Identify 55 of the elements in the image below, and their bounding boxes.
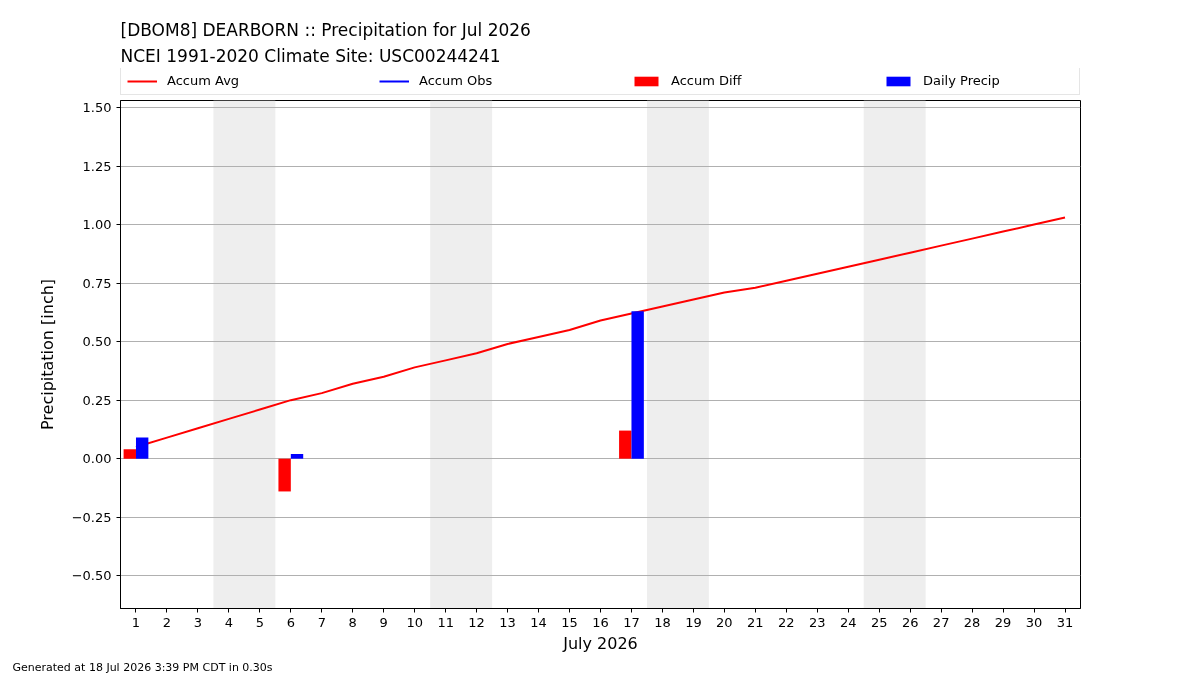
- x-tick-label: 16: [592, 614, 609, 630]
- x-tick-label: 2: [162, 614, 172, 630]
- x-tick-label: 14: [530, 614, 547, 630]
- x-tick-label: 24: [839, 614, 857, 630]
- x-tick-label: 10: [406, 614, 423, 630]
- x-tick-label: 1: [131, 614, 141, 630]
- bar: [278, 458, 291, 492]
- y-tick-label: 0.50: [82, 334, 112, 350]
- x-tick-label: 21: [747, 614, 764, 630]
- legend-label: Accum Diff: [671, 73, 743, 88]
- bar: [123, 449, 136, 459]
- x-tick-label: 26: [901, 614, 919, 630]
- chart-subtitle: NCEI 1991-2020 Climate Site: USC00244241: [120, 45, 501, 66]
- y-axis-title: Precipitation [inch]: [37, 278, 57, 431]
- x-tick-label: 13: [499, 614, 516, 630]
- legend-label: Accum Avg: [167, 73, 241, 88]
- x-tick-label: 5: [255, 614, 264, 630]
- y-tick-label: 1.00: [82, 217, 112, 233]
- x-tick-label: 31: [1056, 614, 1074, 630]
- text: Generated at 18 Jul 2026 3:39 PM CDT in 0.30s: [12, 660, 273, 674]
- x-tick-label: 17: [623, 614, 640, 630]
- x-tick-label: 7: [317, 614, 326, 630]
- y-tick-label: −0.25: [71, 509, 112, 525]
- y-tick-label: 0.75: [82, 275, 112, 291]
- x-axis-title: July 2026: [562, 633, 638, 653]
- x-tick-label: 25: [870, 614, 888, 630]
- bar: [290, 453, 304, 459]
- x-tick-label: 8: [348, 614, 357, 630]
- x-tick-label: 12: [468, 614, 485, 630]
- x-tick-label: 15: [561, 614, 578, 630]
- legend-label: Daily Precip: [923, 73, 1001, 88]
- x-tick-label: 28: [963, 614, 981, 630]
- y-tick-label: 1.25: [82, 158, 112, 174]
- bar: [619, 430, 632, 459]
- y-tick-label: 0.25: [82, 392, 112, 408]
- bar: [631, 311, 644, 459]
- chart-title: [DBOM8] DEARBORN :: Precipitation for Jul 2026: [120, 19, 531, 40]
- x-tick-label: 23: [809, 614, 826, 630]
- x-tick-label: 18: [654, 614, 671, 630]
- x-tick-label: 6: [286, 614, 295, 630]
- y-tick-label: 1.50: [82, 100, 112, 116]
- x-tick-label: 22: [778, 614, 795, 630]
- x-tick-label: 20: [716, 614, 733, 630]
- legend-label: Accum Obs: [419, 73, 494, 88]
- x-tick-label: 11: [437, 614, 454, 630]
- y-tick-label: −0.50: [71, 568, 112, 584]
- x-tick-label: 29: [994, 614, 1012, 630]
- y-tick-label: 0.00: [82, 451, 112, 467]
- x-tick-label: 27: [932, 614, 950, 630]
- x-tick-label: 4: [224, 614, 234, 630]
- bar: [135, 437, 149, 459]
- x-tick-label: 9: [379, 614, 388, 630]
- x-tick-label: 19: [685, 614, 702, 630]
- x-tick-label: 3: [193, 614, 203, 630]
- x-tick-label: 30: [1025, 614, 1043, 630]
